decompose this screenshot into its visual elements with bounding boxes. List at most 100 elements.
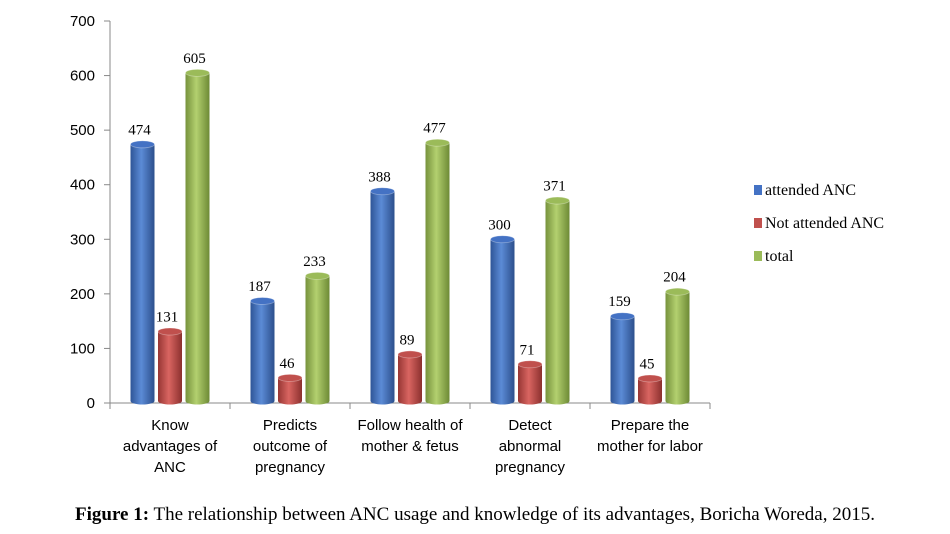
labels: 474 187 388 300 159 131 46 89 71 45 605 233 477 371 20… — [128, 51, 686, 373]
data-label: 187 — [248, 279, 271, 295]
data-label: 204 — [663, 270, 686, 286]
bar — [637, 374, 663, 405]
bar-cap — [277, 373, 303, 382]
y-tick-label: 0 — [87, 395, 95, 412]
legend-swatch — [754, 251, 762, 261]
legend-label: total — [765, 248, 794, 265]
bar-body — [638, 378, 662, 401]
x-category-label-line: Prepare the — [611, 417, 689, 434]
bar-body — [278, 377, 302, 401]
bar-cap — [185, 68, 210, 77]
y-tick-label: 100 — [70, 340, 95, 357]
bar-base — [638, 397, 662, 405]
x-category-label: Detect abnormal pregnancy — [495, 417, 566, 476]
bar-cap — [305, 271, 330, 280]
bar-base — [130, 397, 155, 405]
x-category-label-line: ANC — [154, 459, 186, 476]
x-category-label-line: mother & fetus — [361, 438, 459, 455]
legend-swatch — [754, 218, 762, 228]
bar-body — [130, 144, 155, 401]
bar-cap — [665, 287, 690, 296]
x-category-label-line: advantages of — [123, 438, 218, 455]
bar — [250, 297, 275, 405]
y-tick-label: 700 — [70, 13, 95, 30]
legend-label: Not attended ANC — [765, 215, 884, 232]
bar — [545, 196, 570, 405]
bar-base — [185, 397, 210, 405]
y-tick-label: 300 — [70, 231, 95, 248]
bar-base — [545, 397, 570, 405]
bar-body — [305, 275, 330, 401]
data-label: 233 — [303, 254, 326, 270]
data-label: 46 — [280, 356, 296, 372]
y-tick-label: 400 — [70, 177, 95, 194]
bar-base — [425, 397, 450, 405]
bar-base — [518, 397, 542, 405]
axes: 0 100 200 300 400 500 600 700 Know advantages of A… — [70, 13, 711, 476]
data-label: 388 — [368, 169, 391, 185]
bar-cap — [130, 140, 155, 149]
data-label: 71 — [520, 342, 535, 358]
bar — [185, 68, 210, 405]
bar-base — [370, 397, 395, 405]
bar-body — [158, 331, 182, 401]
data-label: 474 — [128, 122, 151, 138]
x-category-label: Know advantages of ANC — [123, 417, 218, 476]
figure-caption: Figure 1: The relationship between ANC u… — [0, 504, 950, 526]
bar-body — [490, 239, 515, 401]
bar-cap — [610, 312, 635, 321]
bar-cap — [517, 360, 543, 369]
bar — [517, 360, 543, 405]
bar-body — [545, 200, 570, 401]
bar-chart: 0 100 200 300 400 500 600 700 Know advantages of A… — [70, 13, 884, 476]
x-category-label-line: outcome of — [253, 438, 328, 455]
data-label: 371 — [543, 179, 566, 195]
x-category-label-line: Know — [151, 417, 189, 434]
data-label: 45 — [640, 356, 655, 372]
bar-base — [398, 397, 422, 405]
bar-cap — [397, 350, 423, 359]
bars — [130, 68, 690, 405]
bar-body — [610, 316, 635, 401]
y-tick-label: 200 — [70, 286, 95, 303]
bar-cap — [490, 235, 515, 244]
caption-label: Figure 1: — [75, 504, 150, 525]
bar-base — [278, 397, 302, 405]
bar-base — [665, 397, 690, 405]
y-tick-label: 500 — [70, 122, 95, 139]
bar-base — [158, 397, 182, 405]
bar-body — [425, 142, 450, 402]
bar-cap — [250, 297, 275, 305]
x-category-label-line: Detect — [508, 417, 552, 434]
bar — [157, 327, 183, 405]
bar — [277, 373, 303, 405]
bar-base — [610, 397, 635, 405]
bar-cap — [637, 374, 663, 383]
x-category-label-line: pregnancy — [495, 459, 566, 476]
bar — [665, 287, 690, 405]
x-category-label-line: Predicts — [263, 417, 317, 434]
x-category-label-line: pregnancy — [255, 459, 326, 476]
caption-text: The relationship between ANC usage and k… — [149, 504, 875, 525]
bar-cap — [157, 327, 183, 336]
bar — [490, 235, 515, 405]
legend-label: attended ANC — [765, 182, 856, 199]
data-label: 89 — [400, 332, 415, 348]
y-tick-label: 600 — [70, 68, 95, 85]
data-label: 300 — [488, 217, 511, 233]
data-label: 605 — [183, 51, 206, 67]
data-label: 159 — [608, 294, 631, 310]
bar — [610, 312, 635, 405]
x-category-label-line: mother for labor — [597, 438, 703, 455]
data-label: 131 — [156, 310, 179, 326]
data-label: 477 — [423, 121, 446, 137]
bar-cap — [370, 187, 395, 196]
x-category-label: Follow health of mother & fetus — [357, 417, 463, 455]
x-category-label: Predicts outcome of pregnancy — [253, 417, 328, 476]
bar-body — [250, 300, 275, 401]
x-category-label: Prepare the mother for labor — [597, 417, 703, 455]
x-category-label-line: Follow health of — [357, 417, 463, 434]
bar-base — [250, 397, 275, 405]
bar — [370, 187, 395, 405]
